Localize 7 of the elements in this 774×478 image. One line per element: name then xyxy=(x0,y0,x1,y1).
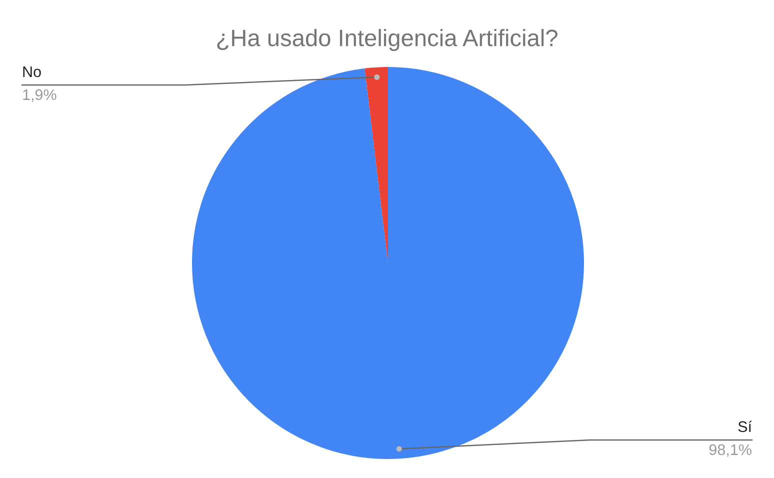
data-label: 1,9% xyxy=(23,89,56,102)
chart-title: ¿Ha usado Inteligencia Artificial? xyxy=(217,28,558,52)
data-label: 98,1% xyxy=(709,444,752,457)
pie-slice xyxy=(192,67,584,459)
slice-label: Sí xyxy=(738,420,752,432)
slice-label: No xyxy=(23,66,41,78)
pie-slice xyxy=(364,67,388,263)
